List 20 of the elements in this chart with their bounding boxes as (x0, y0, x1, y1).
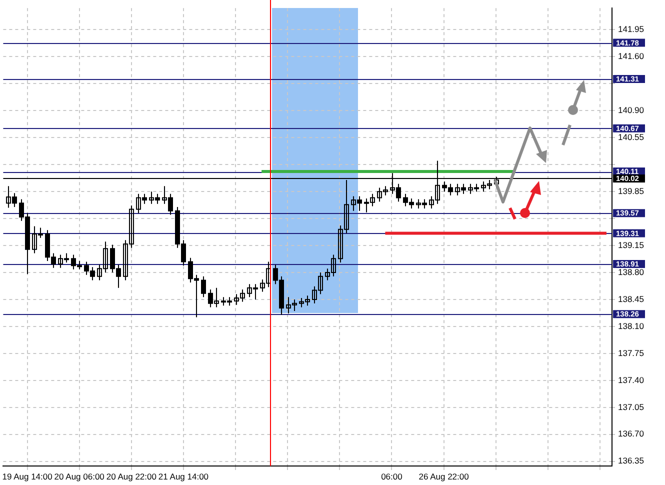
x-tick-label: 06:00 (381, 471, 403, 482)
y-tick-label: 141.60 (618, 51, 644, 62)
y-tick-label: 138.45 (618, 294, 644, 304)
y-tick-label: 138.10 (618, 320, 644, 331)
y-tick-label: 136.35 (618, 456, 644, 466)
y-tick-label: 136.70 (618, 428, 644, 439)
y-tick-label: 139.15 (618, 240, 644, 250)
y-tick-label: 137.75 (618, 348, 644, 358)
y-tick-label: 141.95 (618, 24, 644, 34)
y-tick-label: 139.85 (618, 186, 644, 196)
y-tick-label: 140.55 (618, 132, 644, 142)
y-tick-label: 140.90 (618, 104, 644, 115)
y-tick-label: 138.80 (618, 266, 644, 277)
y-tick-label: 137.40 (618, 374, 644, 385)
x-tick-label: 26 Aug 22:00 (418, 471, 470, 482)
x-tick-label: 20 Aug 22:00 (106, 471, 157, 482)
x-tick-label: 20 Aug 06:00 (54, 471, 105, 482)
x-tick-label: 21 Aug 14:00 (158, 471, 209, 482)
x-tick-label: 19 Aug 14:00 (2, 471, 53, 482)
y-tick-label: 137.05 (618, 402, 644, 412)
